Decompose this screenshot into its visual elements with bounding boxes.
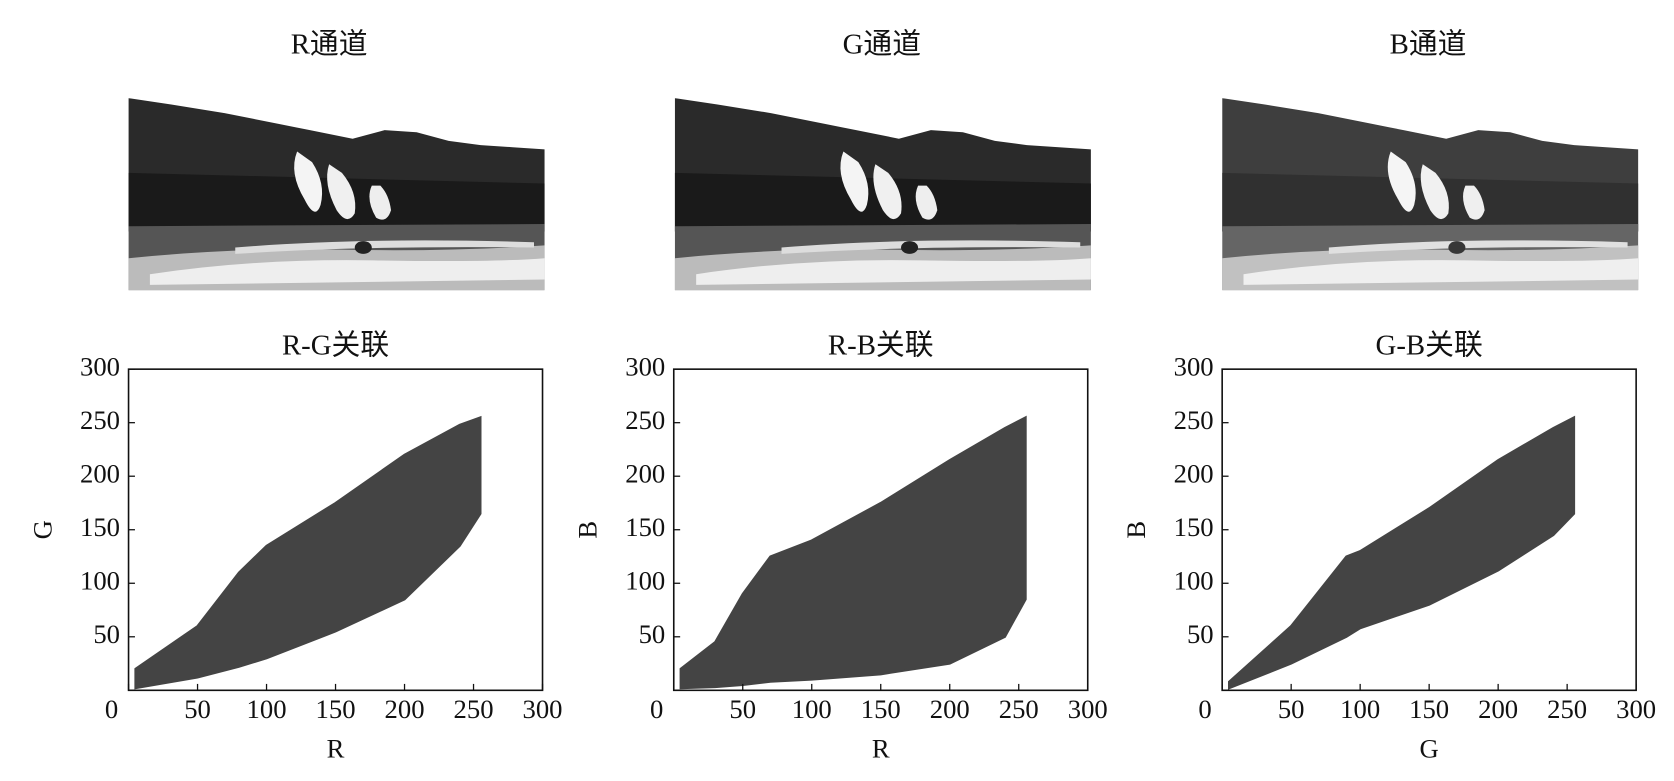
y-axis-label: B [1121,521,1151,539]
x-tick-label: 300 [1616,694,1656,724]
x-tick-label: 100 [247,694,287,724]
x-tick-label: 300 [523,694,563,724]
y-axis-label: B [573,521,603,539]
y-tick-label: 50 [1187,619,1214,649]
x-tick-label: 200 [1478,694,1518,724]
x-tick-label: 150 [861,694,901,724]
y-tick-label: 100 [1174,565,1214,595]
chart-title: R-B关联 [828,329,934,361]
y-tick-label: 250 [625,405,665,435]
y-tick-label: 200 [1174,458,1214,488]
x-axis-label: G [1420,733,1439,763]
x-tick-label: 0 [105,694,118,724]
x-tick-label: 100 [792,694,832,724]
x-tick-label: 250 [1547,694,1587,724]
y-tick-label: 200 [625,458,665,488]
x-axis-label: R [872,733,890,763]
y-tick-label: 50 [639,619,666,649]
y-tick-label: 300 [625,351,665,381]
y-axis-label: G [27,520,57,539]
y-tick-label: 50 [93,619,120,649]
x-tick-label: 250 [999,694,1039,724]
image-title: B通道 [1390,29,1467,61]
scatter-cloud [679,415,1027,690]
x-tick-label: 50 [729,694,756,724]
x-tick-label: 250 [454,694,494,724]
x-tick-label: 200 [385,694,425,724]
y-tick-label: 250 [1174,405,1214,435]
x-tick-label: 100 [1340,694,1380,724]
image-title: R通道 [291,29,368,61]
scatter-cloud [134,415,482,690]
x-tick-label: 50 [184,694,211,724]
y-tick-label: 100 [625,565,665,595]
chart-title: G-B关联 [1376,329,1483,361]
x-tick-label: 50 [1278,694,1305,724]
chart-title: R-G关联 [282,329,389,361]
image-panel [128,98,1639,291]
y-tick-label: 150 [1174,512,1214,542]
y-tick-label: 300 [1174,351,1214,381]
image-title: G通道 [843,29,921,61]
x-tick-label: 200 [930,694,970,724]
y-tick-label: 100 [80,565,120,595]
x-tick-label: 150 [1409,694,1449,724]
y-tick-label: 300 [80,351,120,381]
scatter-cloud [1227,415,1576,690]
x-tick-label: 300 [1068,694,1108,724]
x-tick-label: 0 [1198,694,1211,724]
x-tick-label: 150 [316,694,356,724]
y-tick-label: 150 [625,512,665,542]
x-tick-label: 0 [650,694,663,724]
y-tick-label: 200 [80,458,120,488]
x-axis-label: R [327,733,345,763]
y-tick-label: 150 [80,512,120,542]
y-tick-label: 250 [80,405,120,435]
